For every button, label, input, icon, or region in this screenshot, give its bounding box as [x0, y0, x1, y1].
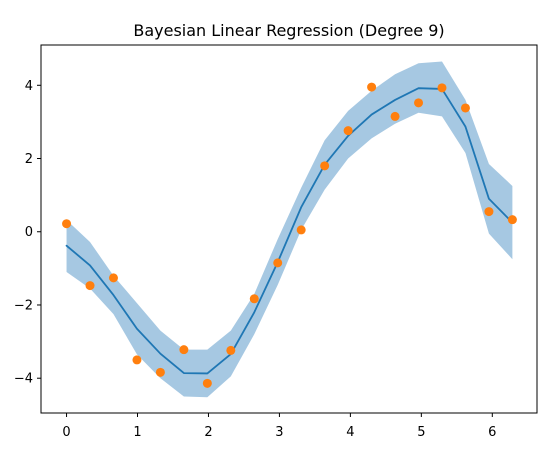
x-tick-label: 6: [488, 425, 496, 440]
y-axis: −4 −2 0 2 4: [14, 79, 41, 387]
observation-point: [132, 355, 142, 365]
observation-point: [155, 367, 165, 377]
y-tick-label: −4: [14, 372, 33, 387]
x-axis: 0 1 2 3 4 5 6: [62, 413, 496, 440]
x-tick-label: 2: [204, 425, 212, 440]
observation-point: [108, 273, 118, 283]
y-tick-label: −2: [14, 298, 33, 313]
observation-point: [296, 225, 306, 235]
observation-point: [202, 378, 212, 388]
observation-point: [249, 294, 259, 304]
x-tick-label: 4: [346, 425, 354, 440]
observation-point: [273, 258, 283, 268]
observation-point: [226, 345, 236, 355]
x-tick-label: 3: [275, 425, 283, 440]
plot-frame: [40, 44, 538, 414]
observation-point: [507, 215, 517, 225]
observation-point: [62, 219, 72, 229]
observation-point: [85, 281, 95, 291]
y-tick-label: 0: [25, 225, 33, 240]
observation-point: [414, 98, 424, 108]
observation-point: [437, 83, 447, 93]
observation-point: [460, 103, 470, 113]
y-tick-label: 4: [25, 79, 33, 94]
observation-point: [484, 207, 494, 217]
observation-point: [179, 345, 189, 355]
uncertainty-band-layer: [66, 61, 513, 398]
uncertainty-band: [66, 61, 513, 398]
x-tick-label: 5: [417, 425, 425, 440]
chart-title: Bayesian Linear Regression (Degree 9): [133, 21, 444, 40]
observation-point: [320, 161, 330, 171]
observation-point: [367, 82, 377, 92]
observations-layer: [62, 82, 517, 388]
observation-point: [343, 126, 353, 136]
x-tick-label: 0: [62, 425, 70, 440]
y-tick-label: 2: [25, 152, 33, 167]
observation-point: [390, 111, 400, 121]
x-tick-label: 1: [133, 425, 141, 440]
